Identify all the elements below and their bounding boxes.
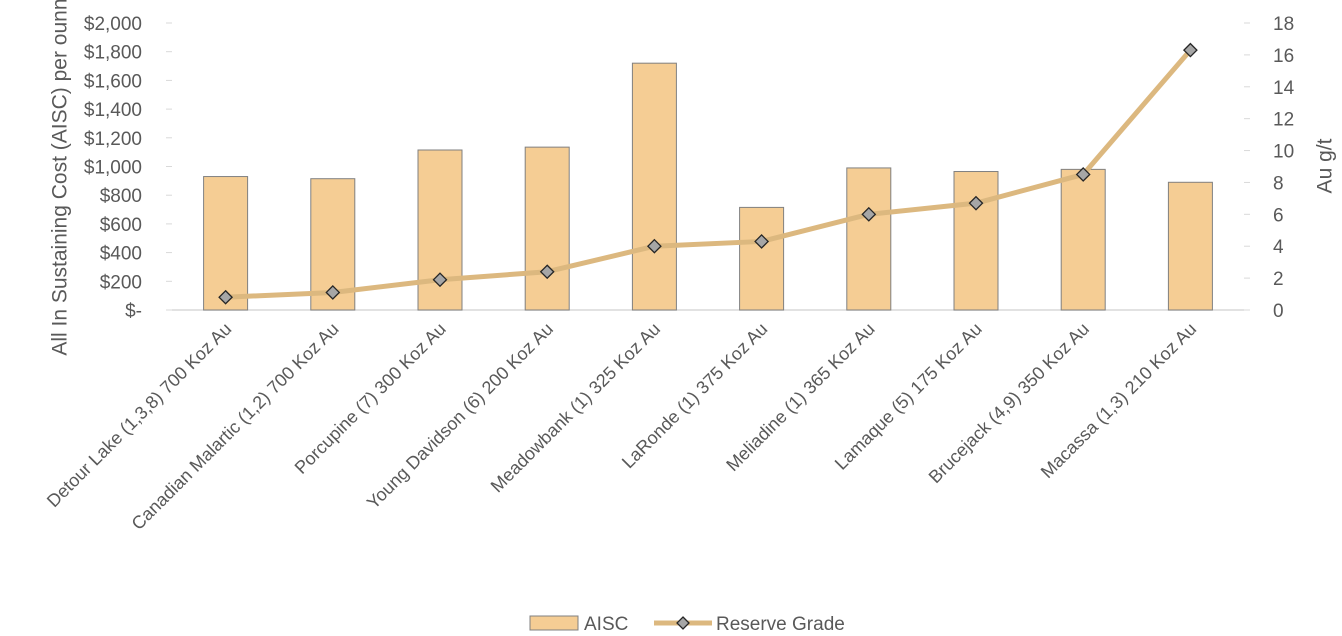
reserve-grade-markers bbox=[218, 42, 1198, 305]
aisc-bar bbox=[1060, 168, 1106, 311]
aisc-bar bbox=[524, 146, 570, 311]
y2-tick-label: 6 bbox=[1273, 205, 1284, 226]
right-axis-ticks: 0 2 4 6 8 10 12 14 16 18 bbox=[1244, 14, 1295, 322]
y2-tick-label: 10 bbox=[1273, 142, 1294, 163]
category-label: Canadian Malartic (1,2) 700 Koz Au bbox=[128, 319, 343, 534]
legend-aisc-label: AISC bbox=[584, 614, 628, 635]
aisc-bar bbox=[1167, 181, 1213, 311]
y-tick-label: $400 bbox=[100, 244, 142, 265]
y2-tick-label: 14 bbox=[1273, 78, 1295, 99]
aisc-bars bbox=[203, 62, 1213, 311]
y-tick-label: $2,000 bbox=[84, 14, 142, 35]
legend: AISC Reserve Grade bbox=[529, 614, 845, 635]
reserve-grade-marker bbox=[539, 264, 555, 280]
y-tick-label: $1,400 bbox=[84, 100, 142, 121]
legend-aisc-swatch bbox=[529, 615, 579, 631]
reserve-grade-marker bbox=[646, 238, 662, 254]
reserve-grade-marker bbox=[325, 285, 341, 300]
y2-tick-label: 16 bbox=[1273, 46, 1294, 67]
category-label: Young Davidson (6) 200 Koz Au bbox=[363, 319, 557, 513]
aisc-bar bbox=[846, 167, 892, 311]
y2-tick-label: 18 bbox=[1273, 14, 1294, 35]
reserve-grade-marker bbox=[1075, 167, 1091, 182]
legend-grade-label: Reserve Grade bbox=[716, 614, 845, 635]
y-tick-label: $- bbox=[125, 301, 142, 322]
y2-tick-label: 2 bbox=[1273, 269, 1284, 290]
aisc-bar bbox=[203, 176, 249, 311]
y-tick-label: $600 bbox=[100, 215, 142, 236]
reserve-grade-marker bbox=[1182, 42, 1198, 58]
reserve-grade-marker bbox=[861, 206, 877, 222]
reserve-grade-marker bbox=[432, 272, 448, 288]
y2-tick-label: 4 bbox=[1273, 237, 1284, 258]
reserve-grade-line bbox=[223, 47, 1193, 300]
y2-tick-label: 0 bbox=[1273, 301, 1284, 322]
left-axis-ticks: $- $200 $400 $600 $800 $1,000 $1,200 $1,400 $1,6… bbox=[84, 14, 172, 322]
y-axis-title: All In Sustaining Cost (AISC) per ounnce bbox=[49, 0, 72, 356]
legend-grade-marker bbox=[676, 616, 690, 630]
y-tick-label: $800 bbox=[100, 186, 142, 207]
y-tick-label: $200 bbox=[100, 272, 142, 293]
y-tick-label: $1,600 bbox=[84, 71, 142, 92]
y2-axis-title: Au g/t bbox=[1314, 138, 1337, 193]
y-tick-label: $1,000 bbox=[84, 158, 142, 179]
reserve-grade-marker bbox=[968, 195, 984, 211]
reserve-grade-marker bbox=[218, 289, 234, 305]
reserve-grade-marker bbox=[754, 234, 770, 249]
y2-tick-label: 12 bbox=[1273, 110, 1294, 131]
y2-tick-label: 8 bbox=[1273, 173, 1284, 194]
aisc-bar bbox=[953, 171, 999, 311]
y-tick-label: $1,800 bbox=[84, 43, 142, 64]
aisc-bar bbox=[739, 206, 785, 311]
y-tick-label: $1,200 bbox=[84, 129, 142, 150]
category-label: Meadowbank (1) 325 Koz Au bbox=[487, 319, 665, 497]
category-label: Detour Lake (1,3,8) 700 Koz Au bbox=[43, 319, 235, 511]
aisc-bar bbox=[631, 62, 677, 311]
